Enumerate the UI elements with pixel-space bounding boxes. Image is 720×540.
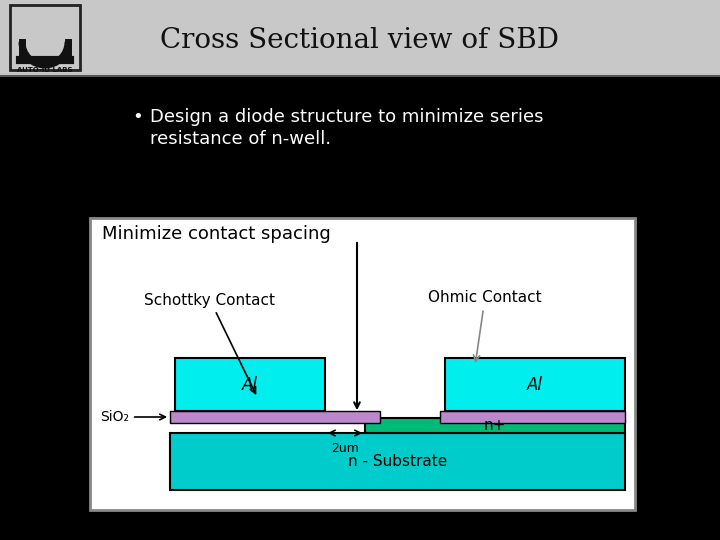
Bar (170, 411, 380, 423)
Text: Schottky Contact: Schottky Contact (145, 293, 276, 394)
Text: Al: Al (527, 375, 543, 394)
Bar (90, 218, 635, 510)
Bar (440, 411, 625, 423)
Bar (170, 433, 625, 490)
Bar (175, 358, 325, 411)
Bar (365, 418, 625, 433)
Bar (445, 358, 625, 411)
Text: Cross Sectional view of SBD: Cross Sectional view of SBD (161, 26, 559, 53)
Text: SiO₂: SiO₂ (100, 410, 166, 424)
Text: resistance of n-well.: resistance of n-well. (150, 130, 331, 148)
Text: 2um: 2um (331, 442, 359, 455)
Bar (10, 5, 80, 70)
Bar (0, 0, 720, 76)
Text: Design a diode structure to minimize series: Design a diode structure to minimize ser… (150, 108, 544, 126)
Text: AUTO-ID LABS: AUTO-ID LABS (17, 67, 73, 73)
Text: n - Substrate: n - Substrate (348, 454, 447, 469)
Text: Al: Al (242, 375, 258, 394)
Text: •: • (132, 108, 143, 126)
Text: Ohmic Contact: Ohmic Contact (428, 291, 542, 361)
Text: n+: n+ (484, 418, 506, 433)
Text: Minimize contact spacing: Minimize contact spacing (102, 225, 330, 243)
